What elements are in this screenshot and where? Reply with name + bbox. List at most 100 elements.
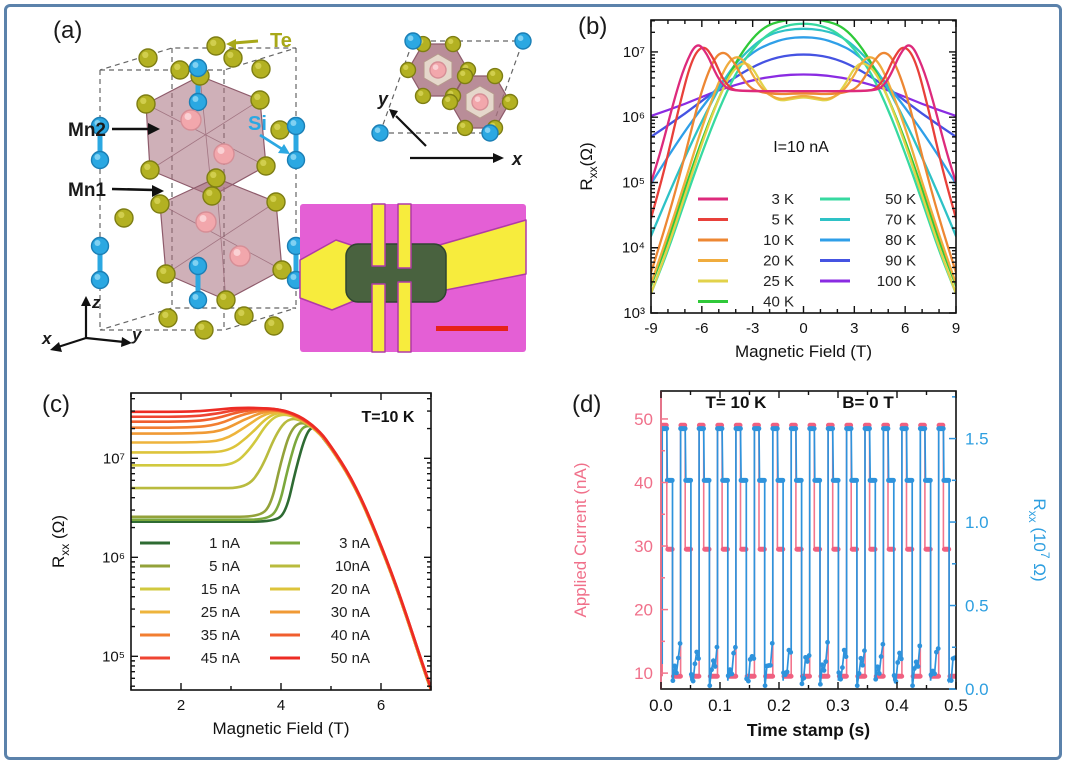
- si-atom: [188, 290, 208, 310]
- d-resistance-trace: [661, 427, 956, 686]
- c-legend-item-35nA: 35 nA: [140, 627, 240, 644]
- c-xtick: 6: [377, 697, 385, 714]
- si-atom: [90, 116, 110, 136]
- c-legend-item-15nA: 15 nA: [140, 581, 240, 598]
- c-legend-item-30nA: 30 nA: [270, 604, 370, 621]
- panel-a-structure: (a) Te Mn2 Mn1 Si x y z x y: [28, 8, 552, 370]
- te-atom: [156, 264, 176, 284]
- c-ytick: 10⁷: [103, 450, 125, 467]
- c-curve-15nA: [131, 413, 431, 690]
- mn-atom: [195, 211, 217, 233]
- d-left-ytick: 40: [634, 473, 653, 492]
- b-legend-item-100K: 100 K: [820, 273, 916, 290]
- te-atom-inset: [399, 61, 417, 79]
- d-xtick: 0.0: [649, 696, 673, 715]
- d-right-tick-labels: 0.0 0.5 1.0 1.5: [965, 430, 989, 699]
- b-ytick: 10³: [623, 305, 645, 322]
- b-legend-item-70K: 70 K: [820, 212, 916, 229]
- c-legend: 1 nA 5 nA 15 nA 25 nA 35 nA 45 nA 3 nA 10nA 20 n…: [140, 535, 370, 667]
- mn-atom-inset: [471, 93, 489, 111]
- b-xtick: -6: [695, 320, 708, 337]
- b-legend-label: 5 K: [771, 212, 794, 229]
- c-xtick: 2: [177, 697, 185, 714]
- b-legend-label: 20 K: [763, 253, 794, 270]
- d-right-ytick: 1.5: [965, 430, 989, 449]
- panel-b-rxx-vs-field-temperatures: 10³ 10⁴ 10⁵ 10⁶ 10⁷ -9 -6 -3 0 3 6 9 (b) Magnetic Fie…: [558, 2, 1060, 376]
- b-curve-70K: [651, 27, 956, 238]
- si-atom: [90, 270, 110, 290]
- b-xlabel: Magnetic Field (T): [735, 342, 872, 361]
- b-series-group: [651, 20, 956, 295]
- d-left-ytick: 10: [634, 664, 653, 683]
- b-legend-item-20K: 20 K: [698, 253, 794, 270]
- d-right-ytick: 0.5: [965, 597, 989, 616]
- c-ylabel: Rxx (Ω): [49, 515, 72, 568]
- b-xtick: -9: [644, 320, 657, 337]
- chart-b: 10³ 10⁴ 10⁵ 10⁶ 10⁷ -9 -6 -3 0 3 6 9 (b) Magnetic Fie…: [577, 13, 960, 361]
- c-ytick: 10⁶: [102, 549, 125, 566]
- b-legend-item-25K: 25 K: [698, 273, 794, 290]
- b-ytick: 10⁵: [622, 174, 645, 191]
- te-atom: [250, 90, 270, 110]
- d-left-ylabel: Applied Current (nA): [571, 463, 590, 618]
- c-legend-label: 45 nA: [201, 650, 240, 667]
- panel-b-label: (b): [578, 13, 607, 40]
- b-xtick: 9: [952, 320, 960, 337]
- b-legend-label: 3 K: [771, 191, 794, 208]
- d-ticks: [660, 391, 957, 690]
- axis-y-label: y: [131, 325, 143, 344]
- b-xtick: 0: [799, 320, 807, 337]
- d-right-ytick: 0.0: [965, 680, 989, 699]
- inset-axis-x-label: x: [511, 149, 523, 169]
- c-legend-item-25nA: 25 nA: [140, 604, 240, 621]
- d-left-ytick: 20: [634, 601, 653, 620]
- b-curve-3K: [651, 44, 956, 184]
- d-annotation-temperature: T= 10 K: [706, 393, 768, 412]
- panel-a-label: (a): [53, 17, 82, 44]
- c-legend-label: 40 nA: [331, 627, 370, 644]
- c-ticks: [130, 393, 432, 690]
- te-atom: [202, 186, 222, 206]
- d-left-ytick: 50: [634, 410, 653, 429]
- te-atom-inset: [501, 93, 519, 111]
- c-legend-label: 50 nA: [331, 650, 370, 667]
- te-atom-inset: [456, 67, 474, 85]
- te-atom: [170, 60, 190, 80]
- mn1-label: Mn1: [68, 180, 106, 201]
- inset-axes: [389, 109, 504, 163]
- b-legend-label: 100 K: [877, 273, 916, 290]
- c-legend-item-20nA: 20 nA: [270, 581, 370, 598]
- si-atom: [188, 58, 208, 78]
- te-atom: [194, 320, 214, 340]
- mn-atom: [180, 109, 202, 131]
- te-atom: [266, 192, 286, 212]
- te-atom: [140, 160, 160, 180]
- panel-c-rxx-vs-field-currents: 10⁵ 10⁶ 10⁷ 2 4 6 (c) Magnetic Field (T) Rxx (Ω)…: [28, 378, 506, 760]
- b-annotation: I=10 nA: [773, 139, 829, 156]
- te-atom: [272, 260, 292, 280]
- mn2-label: Mn2: [68, 120, 106, 141]
- c-legend-label: 35 nA: [201, 627, 240, 644]
- c-legend-item-10nA: 10nA: [270, 558, 370, 575]
- te-atom: [216, 290, 236, 310]
- c-curve-20nA: [131, 411, 431, 690]
- chart-c: 10⁵ 10⁶ 10⁷ 2 4 6 (c) Magnetic Field (T) Rxx (Ω)…: [42, 391, 432, 738]
- c-legend-label: 15 nA: [201, 581, 240, 598]
- te-atom: [158, 308, 178, 328]
- b-legend-label: 90 K: [885, 253, 916, 270]
- axis-z-label: z: [91, 293, 101, 312]
- d-xtick: 0.4: [885, 696, 909, 715]
- c-legend-item-45nA: 45 nA: [140, 650, 240, 667]
- te-label: Te: [270, 30, 292, 52]
- c-legend-label: 30 nA: [331, 604, 370, 621]
- mn-atom: [213, 143, 235, 165]
- c-xlabel: Magnetic Field (T): [213, 719, 350, 738]
- c-curve-25nA: [131, 410, 431, 690]
- te-atom: [234, 306, 254, 326]
- te-atom: [136, 94, 156, 114]
- panel-d-switching-waveform: 10 20 30 40 50 0.0 0.5 1.0 1.5 0.0 0.1 0.2 0.3 0.4 0.5…: [556, 378, 1064, 760]
- c-ytick: 10⁵: [102, 648, 125, 665]
- d-right-ytick: 1.0: [965, 513, 989, 532]
- te-atom: [206, 168, 226, 188]
- d-left-tick-labels: 10 20 30 40 50: [634, 410, 653, 683]
